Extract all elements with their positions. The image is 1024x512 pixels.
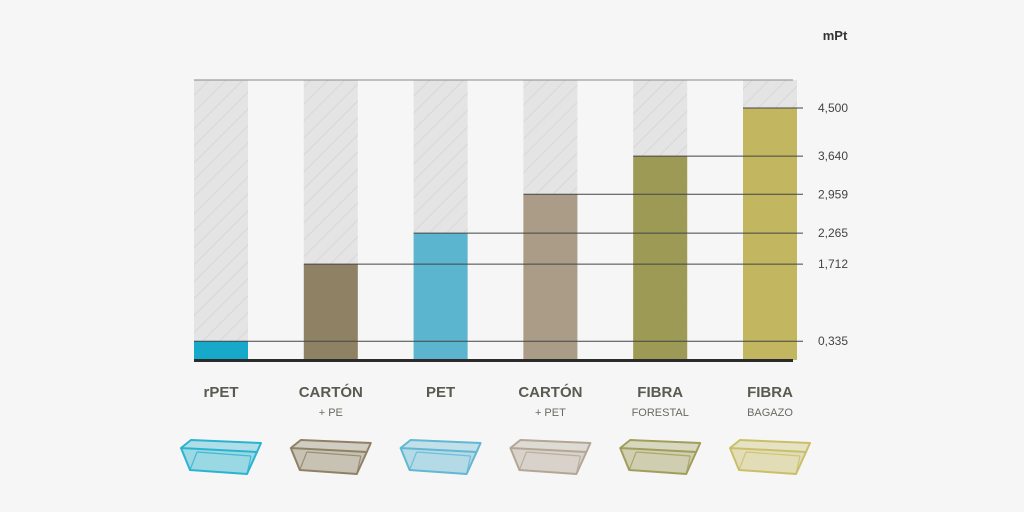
tick-label: 3,640 [818,149,848,163]
category-sublabel: + PE [319,407,343,419]
tray-icons [180,439,811,475]
tick-label: 4,500 [818,101,848,115]
bar-background [194,80,248,360]
category-sublabel: + PET [535,407,566,419]
bar [633,156,688,360]
tick-label: 0,335 [818,334,848,348]
category-labels: rPET CARTÓN + PE PET CARTÓN + PET FIBRA FORESTA… [203,383,793,419]
unit-label: mPt [823,28,848,43]
bar [303,264,358,360]
category-sublabel: BAGAZO [747,407,793,419]
tray-icon [729,439,811,475]
bar-backgrounds [194,80,797,360]
tray-icon [399,439,482,475]
bars [194,108,797,360]
tray-icon [289,439,372,475]
value-leader-lines [194,79,803,362]
tray-icon [619,439,702,475]
bar [194,341,248,360]
tray-icon [509,439,592,475]
bar [743,108,797,360]
category-label: CARTÓN [299,383,363,401]
tray-icon [180,439,262,475]
category-label: CARTÓN [518,383,582,401]
category-sublabel: FORESTAL [632,407,689,419]
tick-label: 1,712 [818,257,848,271]
bar [523,194,578,360]
tick-label: 2,959 [818,187,848,201]
category-label: rPET [203,384,238,401]
category-label: FIBRA [747,384,793,401]
tick-label: 2,265 [818,226,848,240]
tick-labels: 0,335 1,712 2,265 2,959 3,640 4,500 [818,101,848,348]
bar [413,233,468,360]
category-label: FIBRA [637,384,683,401]
x-axis-baseline [194,359,793,362]
category-label: PET [426,384,455,401]
